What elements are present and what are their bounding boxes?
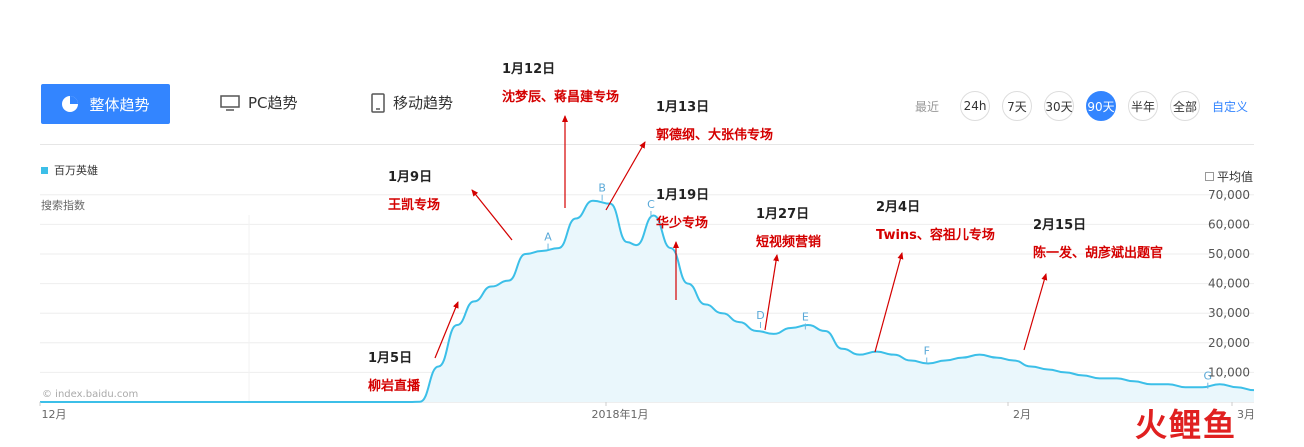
annotation-text-8: 陈一发、胡彦斌出题官 — [1033, 246, 1164, 261]
annotation-date-5: 1月19日 — [656, 188, 710, 203]
annotation-arrow-8 — [1023, 273, 1048, 351]
mobile-trend-label: 移动趋势 — [393, 94, 454, 112]
annotation-arrow-1 — [434, 301, 459, 359]
watermark-logo: 火鲤鱼 — [1135, 406, 1238, 444]
average-label: 平均值 — [1217, 170, 1254, 184]
pie-chart-icon — [62, 96, 79, 112]
series-line — [40, 199, 1255, 404]
mobile-trend-tab[interactable]: 移动趋势 — [371, 92, 453, 113]
annotation-text-6: 短视频营销 — [756, 235, 822, 250]
toolbar-divider — [40, 144, 1254, 145]
annotation-date-1: 1月5日 — [368, 351, 413, 366]
annotation-text-7: Twins、容祖儿专场 — [876, 228, 995, 243]
annotation-arrow-6 — [764, 254, 780, 331]
series-area — [40, 200, 1254, 402]
annotation-arrows — [434, 115, 1048, 359]
y-tick-4: 50,000 — [1208, 247, 1250, 261]
y-tick-2: 30,000 — [1208, 306, 1250, 320]
pc-trend-tab[interactable]: PC趋势 — [220, 92, 298, 113]
annotation-date-6: 1月27日 — [756, 207, 810, 222]
annotation-text-2: 王凯专场 — [388, 198, 441, 213]
range-90d-button[interactable]: 90天 — [1086, 91, 1116, 121]
custom-range-link[interactable]: 自定义 — [1212, 100, 1249, 114]
source-label: © index.baidu.com — [42, 389, 138, 400]
range-label: 最近 — [915, 100, 940, 114]
area-layer — [40, 199, 1255, 404]
range-30d-button[interactable]: 30天 — [1044, 91, 1074, 121]
annotation-text-5: 华少专场 — [656, 216, 709, 231]
range-half-year-button[interactable]: 半年 — [1128, 91, 1158, 121]
marker-F: F — [924, 345, 930, 358]
annotation-arrow-2 — [471, 189, 513, 241]
y-tick-5: 60,000 — [1208, 217, 1250, 231]
y-tick-0: 10,000 — [1208, 365, 1250, 379]
annotation-date-8: 2月15日 — [1033, 218, 1087, 233]
marker-D: D — [756, 309, 764, 322]
range-all-button[interactable]: 全部 — [1170, 91, 1200, 121]
average-toggle[interactable]: 平均值 — [1205, 168, 1253, 185]
legend-label: 百万英雄 — [54, 164, 98, 177]
annotation-date-2: 1月9日 — [388, 170, 433, 185]
phone-icon — [371, 92, 385, 113]
y-tick-6: 70,000 — [1208, 188, 1250, 202]
marker-A: A — [544, 231, 552, 244]
annotation-text-3: 沈梦辰、蒋昌建专场 — [502, 90, 620, 105]
pc-trend-label: PC趋势 — [248, 94, 298, 112]
x-tick-2: 2月 — [1013, 408, 1031, 421]
y-tick-3: 40,000 — [1208, 277, 1250, 291]
x-tick-0: 12月 — [42, 408, 67, 421]
marker-B: B — [598, 182, 606, 195]
y-axis-label: 搜索指数 — [41, 199, 85, 212]
overall-trend-tab[interactable]: 整体趋势 — [41, 84, 170, 124]
annotation-date-4: 1月13日 — [656, 100, 710, 115]
annotation-date-7: 2月4日 — [876, 200, 921, 215]
range-24h-button[interactable]: 24h — [960, 91, 990, 121]
range-7d-button[interactable]: 7天 — [1002, 91, 1032, 121]
legend-swatch — [41, 166, 48, 174]
average-checkbox[interactable] — [1205, 172, 1214, 181]
overall-trend-label: 整体趋势 — [89, 95, 150, 114]
x-tick-1: 2018年1月 — [592, 407, 649, 421]
x-tick-3: 3月 — [1237, 408, 1255, 421]
y-ticks: 10,000 20,000 30,000 40,000 50,000 60,000 70,0… — [1208, 188, 1250, 380]
annotation-text-4: 郭德纲、大张伟专场 — [656, 128, 774, 143]
annotation-arrow-7 — [874, 252, 904, 353]
annotation-arrow-4 — [605, 141, 646, 211]
legend[interactable]: 百万英雄 — [41, 162, 98, 178]
annotation-date-3: 1月12日 — [502, 62, 556, 77]
y-tick-1: 20,000 — [1208, 336, 1250, 350]
marker-E: E — [802, 310, 809, 323]
annotation-text-1: 柳岩直播 — [368, 379, 421, 394]
x-ticks: 12月 2018年1月 2月 3月 — [39, 402, 1255, 421]
markers-layer: A B C D E F G — [544, 182, 1212, 389]
monitor-icon — [220, 94, 240, 111]
marker-G: G — [1204, 370, 1213, 383]
marker-C: C — [647, 198, 655, 211]
